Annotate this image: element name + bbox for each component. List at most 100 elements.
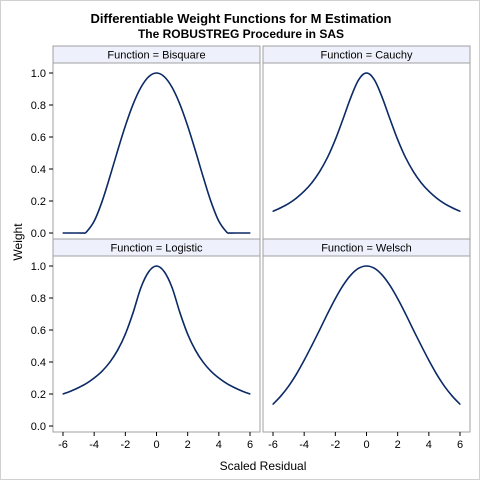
data-point — [350, 96, 352, 98]
data-point — [249, 232, 251, 234]
data-point — [451, 395, 453, 397]
data-point — [101, 201, 103, 203]
data-point — [272, 210, 274, 212]
panel-3: Function = Logistic 0.0 0.2 0.4 0.6 0.8 1.0 -6 -… — [31, 238, 261, 451]
weight-curve-logistic — [62, 265, 251, 395]
data-point — [109, 176, 111, 178]
data-point — [109, 361, 111, 363]
data-point — [93, 220, 95, 222]
data-point — [420, 182, 422, 184]
data-point — [303, 359, 305, 361]
panel-header-label: Function = Welsch — [321, 243, 412, 255]
data-point — [389, 284, 391, 286]
weight-curve-bisquare — [62, 72, 250, 235]
data-point — [82, 232, 85, 234]
data-point — [350, 274, 352, 276]
data-point — [62, 393, 64, 395]
x-tick-label: 4 — [426, 439, 432, 451]
data-point — [326, 156, 329, 158]
data-point — [233, 387, 236, 389]
data-point — [443, 385, 446, 387]
data-point — [241, 390, 243, 392]
data-point — [404, 156, 407, 158]
data-point — [163, 271, 165, 273]
data-point — [116, 150, 119, 152]
data-point — [311, 182, 313, 184]
data-point — [287, 385, 290, 387]
x-tick-label: 6 — [247, 439, 253, 451]
data-point — [412, 170, 414, 172]
data-point — [436, 373, 438, 375]
data-point — [295, 197, 297, 199]
data-point — [171, 86, 173, 88]
data-point — [210, 201, 212, 203]
data-point — [187, 333, 189, 335]
data-point — [397, 138, 399, 141]
y-tick-label: 0.6 — [31, 132, 46, 144]
data-point — [287, 202, 290, 205]
y-tick-label: 0.0 — [31, 228, 46, 240]
x-tick-label: -2 — [120, 439, 130, 451]
data-point — [342, 118, 344, 120]
y-tick-label: 0.4 — [31, 357, 46, 369]
panel-frame — [262, 255, 471, 433]
data-point — [365, 265, 368, 267]
data-point — [358, 79, 360, 81]
data-point — [85, 382, 87, 385]
x-tick-label: -6 — [268, 439, 278, 451]
data-point — [210, 370, 212, 372]
data-point — [459, 403, 461, 405]
data-point — [443, 202, 446, 205]
data-point — [226, 382, 228, 385]
data-point — [155, 72, 158, 74]
data-point — [132, 103, 134, 105]
data-point — [233, 232, 236, 234]
data-point — [412, 329, 414, 331]
data-point — [140, 287, 142, 289]
data-point — [373, 267, 375, 269]
data-point — [194, 349, 197, 351]
panel-header-label: Function = Bisquare — [107, 50, 205, 62]
panel-grid: Function = Bisquare 0.0 0.2 0.4 0.6 0.8 1.0 Fun… — [31, 45, 471, 451]
x-tick-label: 6 — [457, 439, 463, 451]
y-tick-label: 0.2 — [31, 196, 46, 208]
y-tick-label: 0.8 — [31, 293, 46, 305]
y-tick-label: 0.2 — [31, 389, 46, 401]
chart-title: Differentiable Weight Functions for M Es… — [91, 11, 392, 26]
data-point — [342, 284, 344, 286]
data-point — [70, 232, 72, 234]
weight-curve-welsch — [272, 265, 461, 405]
data-point — [381, 274, 383, 276]
panel-1: Function = Bisquare 0.0 0.2 0.4 0.6 0.8 1.0 — [31, 45, 261, 240]
x-tick-label: 0 — [153, 439, 159, 451]
data-point — [70, 390, 72, 392]
panel-frame — [52, 62, 261, 240]
x-tick-label: -2 — [330, 439, 340, 451]
data-point — [228, 232, 231, 234]
data-point — [319, 170, 321, 172]
x-tick-label: 2 — [395, 439, 401, 451]
x-tick-label: 2 — [185, 439, 191, 451]
data-point — [148, 76, 150, 78]
data-point — [303, 190, 305, 192]
y-tick-label: 0.6 — [31, 325, 46, 337]
data-point — [187, 125, 189, 127]
data-point — [148, 271, 150, 273]
data-point — [85, 231, 87, 233]
y-tick-label: 1.0 — [31, 261, 46, 273]
data-point — [77, 232, 80, 234]
panel-header-label: Function = Logistic — [110, 243, 203, 255]
data-point — [334, 138, 336, 141]
panel-header-label: Function = Cauchy — [320, 50, 413, 62]
x-tick-label: -4 — [89, 439, 99, 451]
data-point — [358, 267, 360, 269]
data-point — [124, 125, 126, 127]
data-point — [93, 377, 95, 379]
data-point — [163, 76, 165, 78]
chart-subtitle: The ROBUSTREG Procedure in SAS — [138, 27, 344, 41]
x-axis-label: Scaled Residual — [220, 459, 307, 473]
data-point — [226, 231, 228, 233]
data-point — [101, 370, 103, 372]
data-point — [202, 176, 204, 178]
y-tick-label: 0.4 — [31, 164, 46, 176]
